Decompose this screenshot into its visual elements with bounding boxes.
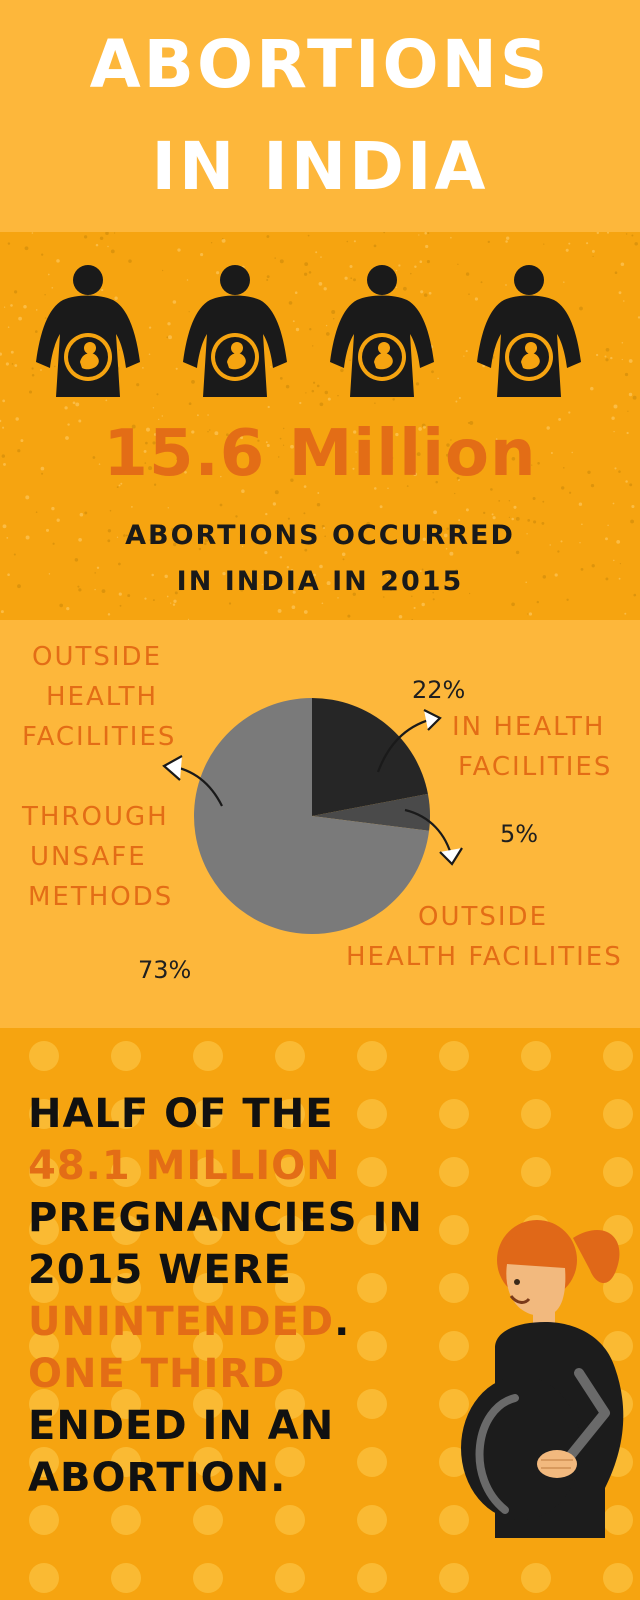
message-band: HALF OF THE 48.1 MILLION PREGNANCIES IN 201… <box>0 1028 640 1600</box>
message-line-text: ENDED IN AN <box>28 1403 335 1449</box>
left-label-top-3: FACILITIES <box>22 722 177 752</box>
title-line-2: IN INDIA <box>151 128 489 205</box>
message-line-text: ONE THIRD <box>28 1351 286 1397</box>
message-line-text: HALF OF THE <box>28 1091 334 1137</box>
message-line: PREGNANCIES IN <box>28 1198 423 1238</box>
slice-percent-unsafe: 73% <box>138 956 192 984</box>
message-line-text: PREGNANCIES IN <box>28 1195 423 1241</box>
pie-slice-0 <box>312 698 428 816</box>
arrow-head-0 <box>423 709 442 731</box>
message-line: 2015 WERE <box>28 1250 292 1290</box>
pregnant-woman-icon <box>455 1198 635 1538</box>
abortion-count: 15.6 Million <box>103 417 537 491</box>
slice-percent-in-facilities: 22% <box>412 676 466 704</box>
slice-label-in-facilities-1: IN HEALTH <box>452 712 606 742</box>
breakdown-band: OUTSIDE HEALTH FACILITIES THROUGH UNSAFE… <box>0 620 640 1028</box>
pie-slice-2 <box>194 698 430 934</box>
message-line: ABORTION. <box>28 1458 286 1498</box>
pie-slice-1 <box>312 793 431 831</box>
left-label-bottom-3: METHODS <box>28 882 174 912</box>
message-line-text: ABORTION. <box>28 1455 287 1501</box>
pregnant-woman-icon <box>28 262 148 397</box>
left-label-bottom-2: UNSAFE <box>30 842 147 872</box>
message-line: UNINTENDED. <box>28 1302 350 1342</box>
arrow-head-2 <box>162 755 183 781</box>
pregnant-woman-icon <box>175 262 295 397</box>
message-line: ONE THIRD <box>28 1354 285 1394</box>
slice-label-outside-facilities-2: HEALTH FACILITIES <box>346 942 623 972</box>
message-line-suffix: . <box>334 1299 351 1345</box>
left-label-top-2: HEALTH <box>46 682 159 712</box>
message-line-text: 48.1 MILLION <box>28 1143 341 1189</box>
message-line: 48.1 MILLION <box>28 1146 341 1186</box>
pregnant-woman-icon <box>322 262 442 397</box>
pregnant-woman-icon <box>469 262 589 397</box>
stats-band: 15.6 Million ABORTIONS OCCURRED IN INDIA… <box>0 232 640 620</box>
stat-caption-line-2: IN INDIA IN 2015 <box>176 566 464 597</box>
slice-label-outside-facilities-1: OUTSIDE <box>418 902 548 932</box>
pie-chart <box>162 698 463 934</box>
title-band: ABORTIONS IN INDIA <box>0 0 640 228</box>
message-line: HALF OF THE <box>28 1094 334 1134</box>
message-line: ENDED IN AN <box>28 1406 334 1446</box>
left-label-top-1: OUTSIDE <box>32 642 162 672</box>
slice-label-in-facilities-2: FACILITIES <box>458 752 613 782</box>
title-line-1: ABORTIONS <box>89 26 551 103</box>
arrow-head-1 <box>439 847 463 866</box>
stat-caption-line-1: ABORTIONS OCCURRED <box>125 520 515 551</box>
message-line-text: 2015 WERE <box>28 1247 292 1293</box>
message-line-text: UNINTENDED <box>28 1299 335 1345</box>
slice-percent-outside-facilities: 5% <box>500 820 539 848</box>
left-label-bottom-1: THROUGH <box>22 802 169 832</box>
